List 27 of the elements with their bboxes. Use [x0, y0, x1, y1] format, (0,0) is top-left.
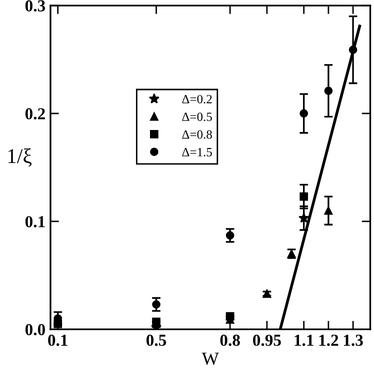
point	[226, 312, 234, 321]
x-tick-label: 0.1	[48, 334, 68, 346]
x-tick-label: 0.8	[220, 334, 240, 346]
point	[298, 212, 310, 223]
x-tick-label: 0.5	[146, 334, 166, 346]
point	[348, 46, 358, 54]
x-tick-label: 1.3	[344, 334, 363, 346]
x-tick-label: 0.95	[253, 334, 281, 346]
x-tick-label: 1.2	[319, 334, 338, 346]
y-tick-label: 0.2	[25, 108, 45, 120]
y-axis-title: 1/ξ	[8, 148, 32, 167]
legend-label: Δ=0.5	[182, 112, 212, 122]
point	[226, 231, 234, 240]
legend-label: Δ=0.2	[182, 94, 212, 104]
point	[152, 300, 160, 309]
point	[324, 86, 333, 95]
y-tick-label: 0.1	[25, 216, 45, 228]
point	[324, 206, 333, 215]
x-tick-label: 1.1	[294, 334, 314, 346]
x-axis-title: W	[202, 352, 219, 365]
point	[152, 318, 160, 326]
y-tick-label: 0.3	[25, 0, 46, 12]
legend-label: Δ=0.8	[182, 130, 212, 139]
y-tick-label: 0.0	[25, 324, 45, 336]
legend-label: Δ=1.5	[182, 148, 212, 156]
point	[300, 192, 308, 201]
point	[300, 109, 308, 118]
